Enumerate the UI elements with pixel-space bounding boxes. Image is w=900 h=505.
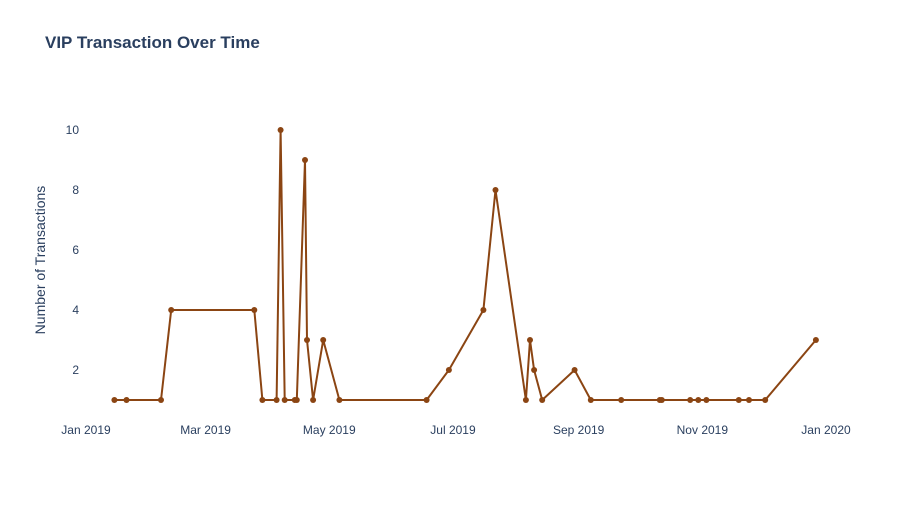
- data-point: [480, 307, 487, 313]
- data-point: [251, 307, 258, 313]
- x-tick-label: Sep 2019: [553, 423, 605, 437]
- data-point: [310, 397, 317, 403]
- data-point: [123, 397, 130, 403]
- data-point: [423, 397, 430, 403]
- data-point: [587, 397, 594, 403]
- data-point: [539, 397, 546, 403]
- data-point: [273, 397, 280, 403]
- chart-title: VIP Transaction Over Time: [45, 33, 260, 52]
- data-point: [259, 397, 266, 403]
- data-point: [281, 397, 288, 403]
- y-tick-label: 2: [72, 363, 79, 377]
- data-point: [571, 367, 578, 373]
- data-point: [168, 307, 175, 313]
- data-point: [762, 397, 769, 403]
- data-point: [812, 337, 819, 343]
- data-point: [735, 397, 742, 403]
- data-point: [293, 397, 300, 403]
- data-point: [320, 337, 327, 343]
- data-point: [527, 337, 533, 343]
- data-point: [277, 127, 284, 133]
- data-point: [111, 397, 118, 403]
- x-tick-label: Jul 2019: [430, 423, 476, 437]
- data-point: [158, 397, 164, 403]
- y-tick-label: 8: [72, 183, 79, 197]
- y-tick-label: 6: [72, 243, 79, 257]
- series-points-group: [111, 127, 819, 403]
- data-point: [687, 397, 694, 403]
- data-point: [695, 397, 702, 403]
- x-tick-label: Jan 2019: [61, 423, 111, 437]
- x-axis: Jan 2019 Mar 2019 May 2019 Jul 2019 Sep 2019…: [61, 423, 851, 437]
- data-point: [746, 397, 752, 403]
- data-point: [336, 397, 343, 403]
- data-point: [302, 157, 308, 163]
- x-tick-label: Mar 2019: [180, 423, 231, 437]
- x-tick-label: Nov 2019: [677, 423, 729, 437]
- y-axis-label: Number of Transactions: [32, 186, 48, 335]
- data-point: [304, 337, 310, 343]
- data-point: [445, 367, 452, 373]
- y-tick-label: 10: [66, 123, 80, 137]
- data-point: [703, 397, 710, 403]
- data-point: [618, 397, 625, 403]
- y-axis: 2 4 6 8 10: [66, 123, 80, 377]
- data-point: [658, 397, 665, 403]
- y-tick-label: 4: [72, 303, 79, 317]
- x-tick-label: May 2019: [303, 423, 356, 437]
- data-point: [522, 397, 529, 403]
- x-tick-label: Jan 2020: [801, 423, 851, 437]
- data-point: [531, 367, 538, 373]
- series-line-group: [114, 129, 817, 401]
- data-point: [492, 187, 499, 193]
- series-line: [114, 129, 817, 401]
